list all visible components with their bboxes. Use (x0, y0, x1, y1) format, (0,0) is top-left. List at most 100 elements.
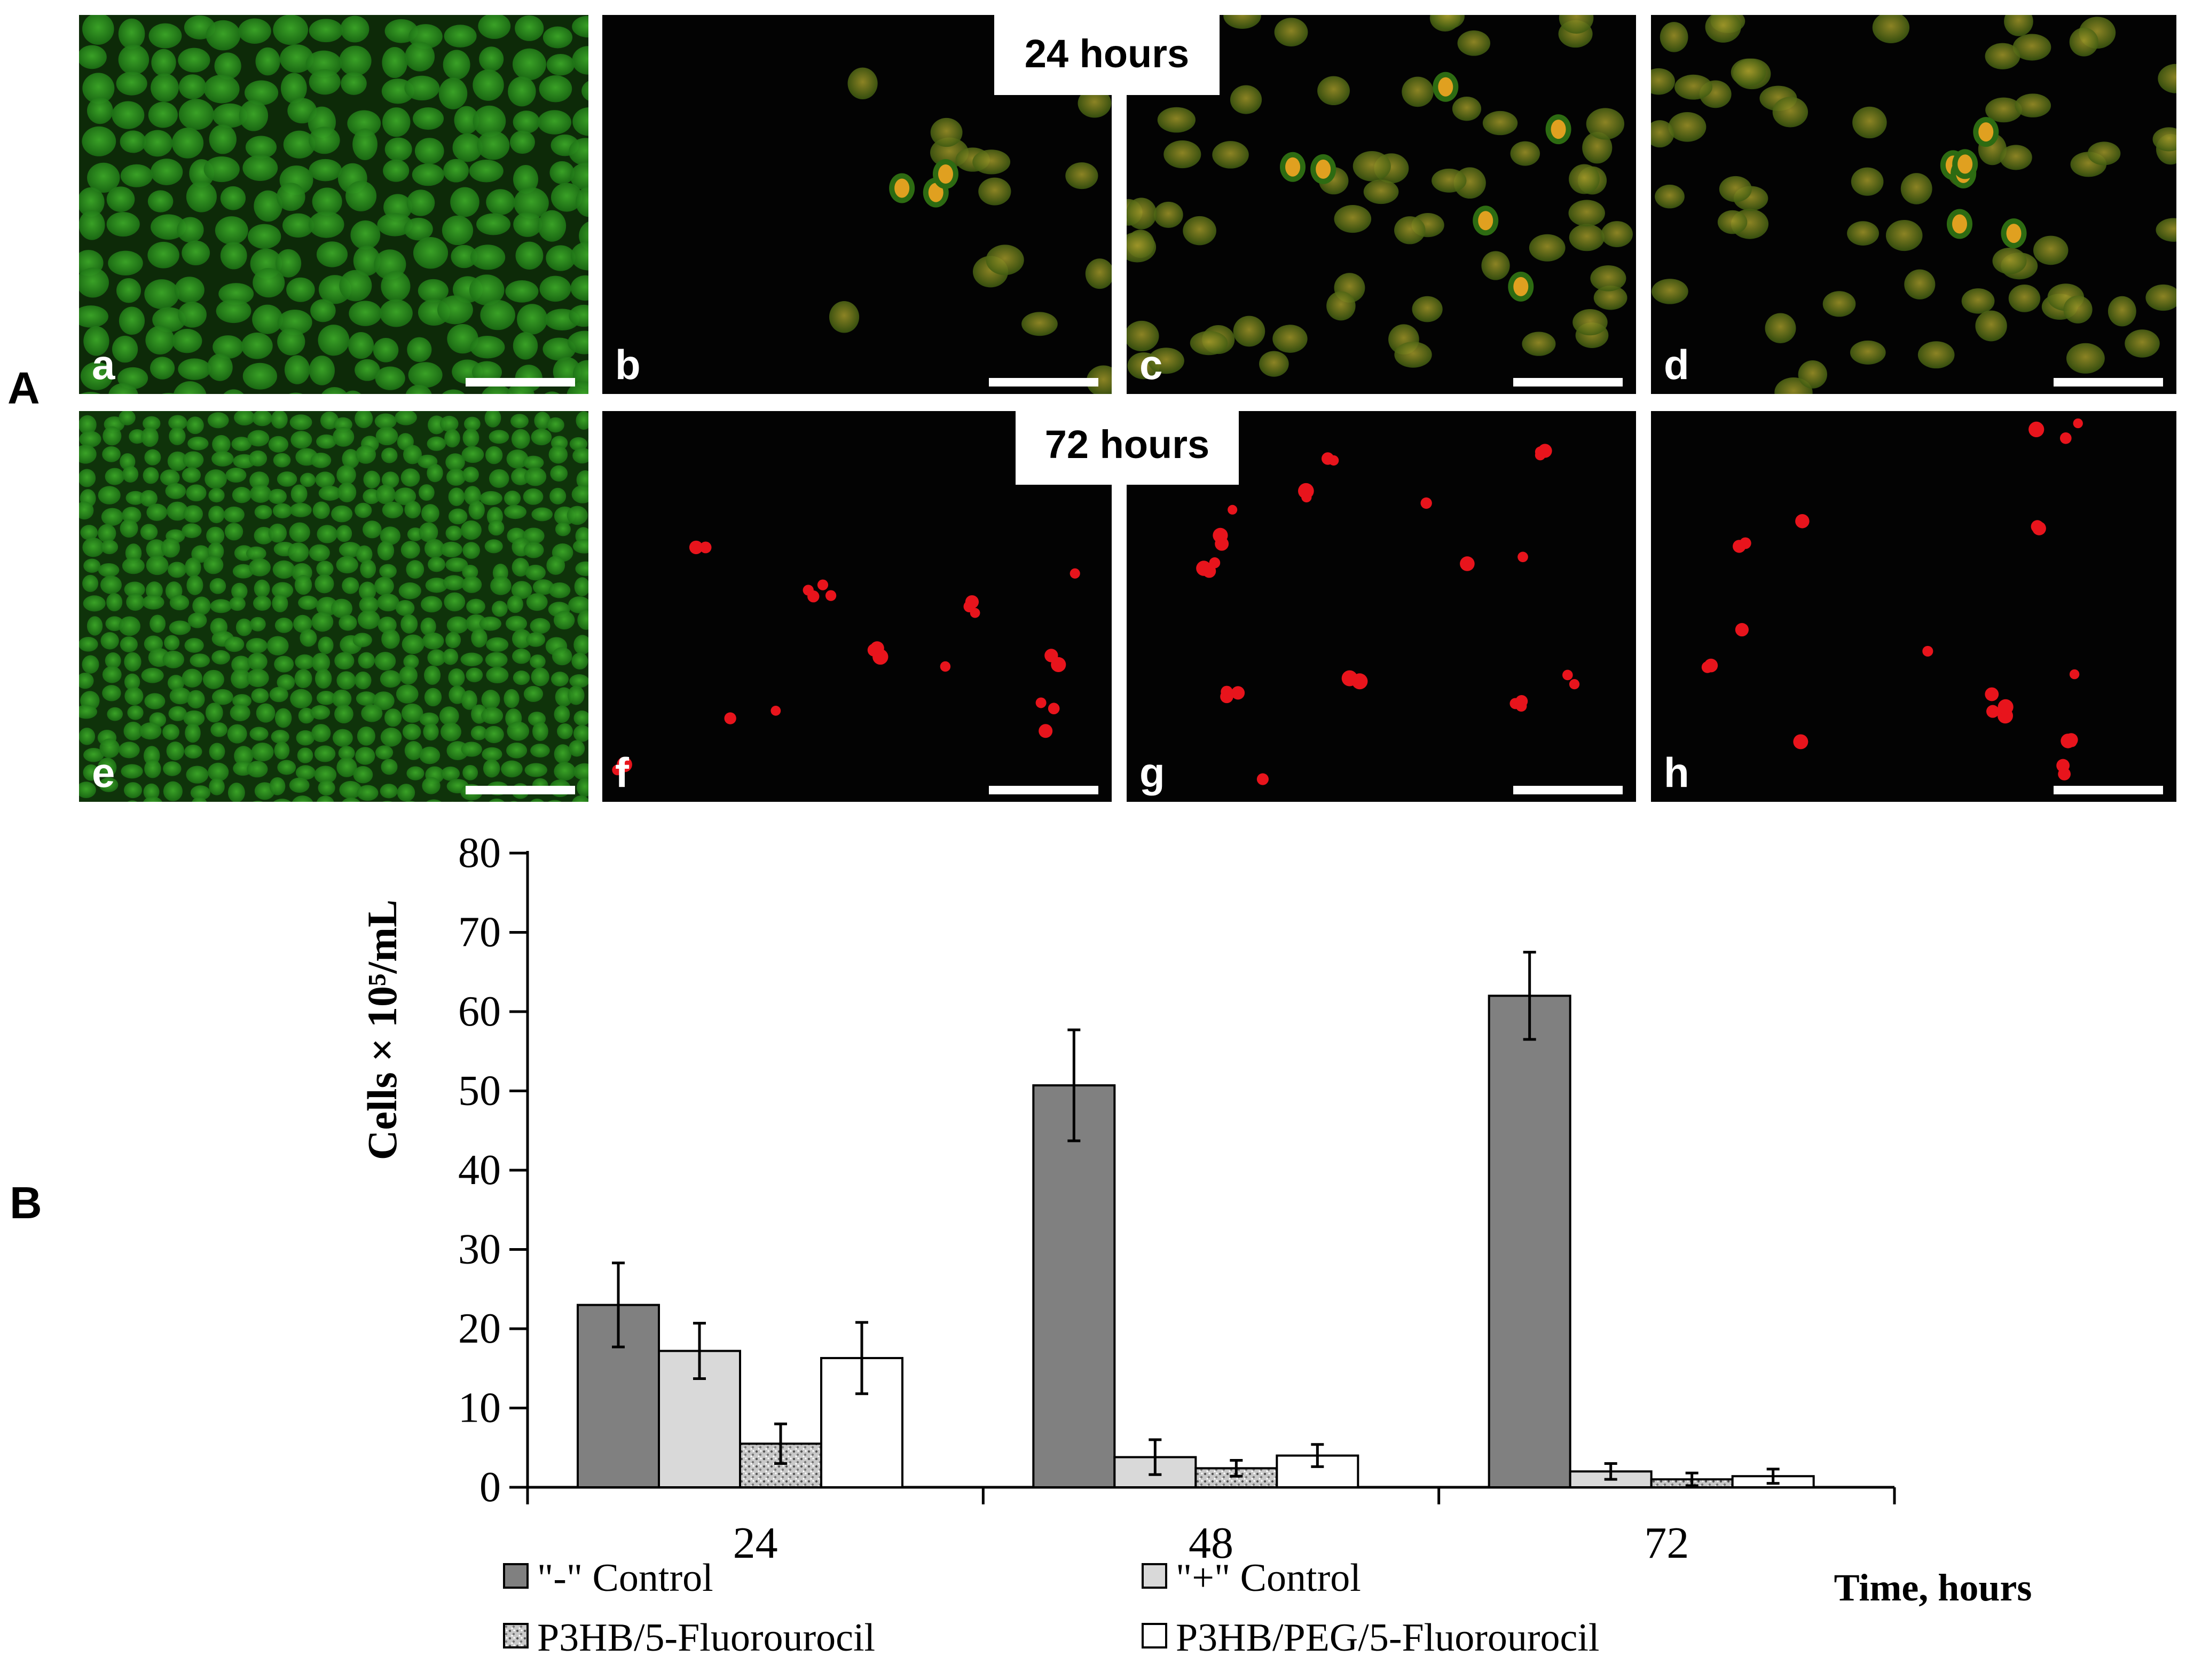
cell (227, 783, 245, 802)
cell (337, 482, 357, 503)
cell (572, 795, 588, 802)
cell (441, 766, 460, 781)
cell (150, 357, 175, 380)
cell (471, 361, 502, 383)
cell (83, 764, 99, 781)
cell (79, 431, 101, 448)
dead-cell (1328, 455, 1339, 466)
cell (569, 674, 588, 688)
cell (79, 305, 108, 328)
cell (184, 744, 202, 759)
cell (314, 766, 337, 784)
cell (439, 415, 459, 432)
cell (2004, 15, 2033, 36)
cell (555, 522, 571, 537)
cell (99, 777, 119, 792)
cell (418, 484, 435, 501)
cell (374, 413, 397, 429)
dead-cell (1044, 649, 1058, 662)
cell (252, 411, 272, 427)
cell (254, 190, 282, 222)
cell (972, 149, 1011, 175)
cell (87, 616, 103, 636)
cell (174, 277, 205, 303)
cell (205, 469, 227, 489)
cell (384, 708, 402, 727)
cell (244, 80, 279, 105)
cell (1985, 43, 2020, 69)
cell (847, 67, 878, 100)
cell (405, 42, 435, 72)
cell (581, 81, 588, 101)
cell (331, 505, 353, 523)
cell (1147, 348, 1184, 374)
dead-cell (940, 661, 951, 672)
cell (192, 796, 207, 802)
cell (162, 804, 183, 818)
cell (203, 74, 240, 104)
cell (1569, 224, 1605, 251)
cell (363, 470, 381, 489)
cell (247, 668, 269, 688)
cell (419, 746, 441, 764)
cell (185, 557, 201, 578)
chromatin (938, 164, 953, 184)
cell (384, 137, 412, 161)
dead-cell (1998, 699, 2014, 715)
dead-cell (965, 595, 979, 609)
cell (420, 617, 436, 636)
cell (526, 593, 548, 611)
cell (1674, 74, 1712, 100)
cell (207, 542, 224, 561)
dead-cell (1739, 537, 1751, 549)
cell (451, 244, 477, 269)
cell (82, 655, 99, 674)
cell (1651, 68, 1675, 95)
cell (1353, 151, 1391, 182)
cell (190, 785, 211, 800)
cell (209, 124, 237, 154)
cell (544, 391, 560, 394)
cell (1917, 341, 1955, 369)
cell (353, 766, 373, 784)
cell (1651, 120, 1674, 148)
cell (349, 301, 382, 326)
cell (380, 299, 413, 327)
cell (83, 595, 106, 612)
cell (143, 796, 162, 802)
cell (466, 598, 485, 614)
legend-item-3: P3HB/5-Fluorourocil (503, 1616, 875, 1660)
x-tick-label-48: 48 (1189, 1518, 1233, 1568)
chromatin (894, 178, 910, 198)
cell (203, 156, 240, 183)
cell (277, 674, 295, 691)
cell (187, 690, 205, 709)
cell (1582, 132, 1613, 164)
cell (183, 710, 205, 727)
cell (1127, 320, 1159, 352)
cell (1985, 97, 2022, 123)
cell (344, 390, 361, 394)
cell (127, 705, 144, 720)
cell (512, 48, 546, 81)
cell (207, 353, 233, 381)
cell (505, 616, 528, 632)
cell (400, 541, 420, 559)
cell (1719, 176, 1752, 202)
cell (254, 579, 270, 598)
cell (374, 577, 394, 596)
cell (309, 159, 342, 182)
cell (271, 730, 289, 744)
cell (567, 381, 588, 394)
micrograph-tile-e: e (79, 411, 588, 818)
cell (318, 636, 334, 654)
cell (451, 801, 454, 802)
cell (271, 411, 288, 429)
cell (476, 213, 511, 235)
cell (148, 23, 182, 49)
error-bar (693, 1322, 706, 1381)
cell (232, 564, 254, 579)
cell (1363, 179, 1399, 204)
cell (82, 126, 116, 156)
